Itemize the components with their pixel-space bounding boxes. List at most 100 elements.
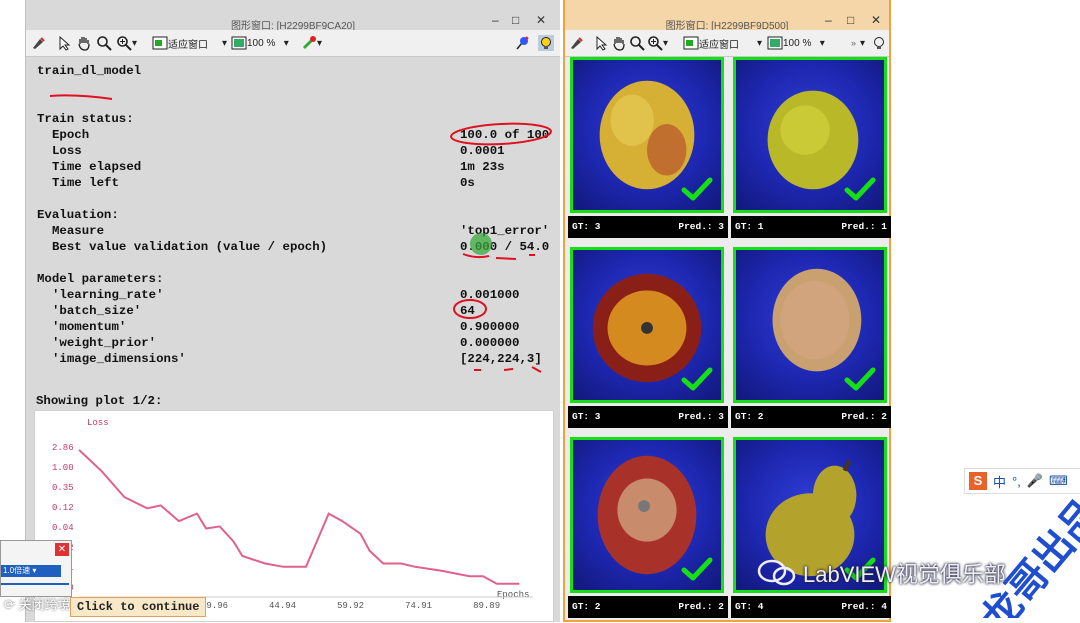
graphics-window-right: 图形窗口: [H2299BF9D500] – □ ✕ ▾ 适应窗口 ▾ 100 … xyxy=(563,0,891,622)
gallery-cell: GT: 1 Pred.: 1 xyxy=(731,55,892,243)
chevron-down-icon[interactable]: ▾ xyxy=(757,37,763,49)
sogou-icon[interactable]: S xyxy=(969,472,987,490)
maximize-button[interactable]: □ xyxy=(512,13,520,27)
y-tick-label: 0.35 xyxy=(52,483,74,493)
x-tick-label: 89.89 xyxy=(473,601,501,611)
y-tick-label: 1.00 xyxy=(52,463,74,473)
pred-label: Pred.: 2 xyxy=(678,601,724,612)
maximize-button[interactable]: □ xyxy=(847,13,855,27)
click-to-continue-button[interactable]: Click to continue xyxy=(70,597,207,617)
close-button[interactable]: ✕ xyxy=(536,13,547,27)
zoom-select[interactable]: 100 % ▾ xyxy=(767,34,825,52)
best-value-label: Best value validation (value / epoch) xyxy=(52,240,328,254)
plot-title: Loss xyxy=(87,418,109,428)
zoom-in-icon[interactable]: ▾ xyxy=(647,34,668,52)
keyboard-icon[interactable]: ⌨ xyxy=(1049,473,1068,488)
lightbulb-icon[interactable] xyxy=(538,34,554,52)
popup-text: 关闭跨境 xyxy=(18,597,71,612)
loss-value: 0.0001 xyxy=(460,144,505,158)
gallery-cell: GT: 3 Pred.: 3 xyxy=(568,245,729,433)
lr-value: 0.001000 xyxy=(460,288,520,302)
brush-icon[interactable] xyxy=(31,34,47,52)
magnifier-icon[interactable] xyxy=(96,34,112,52)
minimize-button[interactable]: – xyxy=(492,13,499,27)
overflow-icon[interactable]: » xyxy=(851,38,857,48)
image-dims-value: [224,224,3] xyxy=(460,352,542,366)
loss-plot: Loss Epochs 2.861.000.350.120.040.020.01… xyxy=(34,410,554,622)
title-bar: 图形窗口: [H2299BF9CA20] – □ ✕ xyxy=(26,0,560,32)
refresh-icon: ⟳ xyxy=(4,597,15,612)
pear-long-image xyxy=(765,459,857,577)
fruit-image xyxy=(570,57,724,213)
gt-label: GT: 4 xyxy=(735,601,764,612)
fit-window-button[interactable]: 适应窗口 xyxy=(152,34,208,52)
chevron-down-icon[interactable]: ▾ xyxy=(860,37,866,49)
heading: train_dl_model xyxy=(37,64,142,78)
zoom-select[interactable]: 100 % ▾ xyxy=(231,34,289,52)
fit-window-button[interactable]: 适应窗口 xyxy=(683,34,739,52)
checkmark-icon xyxy=(681,557,713,581)
prediction-label-bar: GT: 1 Pred.: 1 xyxy=(731,216,891,238)
hand-icon[interactable] xyxy=(611,34,627,52)
loss-chart-svg xyxy=(78,449,533,598)
gallery-cell: GT: 2 Pred.: 2 xyxy=(731,245,892,433)
pointer-icon[interactable] xyxy=(56,34,72,52)
magnifier-icon[interactable] xyxy=(629,34,645,52)
fruit-image xyxy=(570,437,724,593)
checkmark-icon xyxy=(844,177,876,201)
checkmark-icon xyxy=(681,367,713,391)
params-header: Model parameters: xyxy=(37,272,164,286)
fruit-image xyxy=(733,57,887,213)
x-tick-label: 44.94 xyxy=(269,601,297,611)
speed-popup: ✕ 1.0倍速 ▾ xyxy=(0,540,72,597)
apple-pink-image xyxy=(772,268,862,372)
divider xyxy=(1,583,69,585)
color-picker-icon[interactable]: ▾ xyxy=(301,34,322,52)
window-title-right: 图形窗口: [H2299BF9D500] xyxy=(665,21,789,32)
minimize-button[interactable]: – xyxy=(825,13,832,27)
gt-label: GT: 3 xyxy=(572,221,601,232)
epoch-label: Epoch xyxy=(52,128,90,142)
time-left-label: Time left xyxy=(52,176,119,190)
close-button[interactable]: ✕ xyxy=(871,13,882,27)
y-tick-label: 0.04 xyxy=(52,523,74,533)
epoch-value: 100.0 of 100 xyxy=(460,128,550,142)
pointer-icon[interactable] xyxy=(593,34,609,52)
ime-toolbar[interactable]: S 中 °, 🎤 ⌨ xyxy=(964,468,1080,494)
pin-icon[interactable] xyxy=(514,34,530,52)
microphone-icon[interactable]: 🎤 xyxy=(1026,473,1044,488)
train-status-header: Train status: xyxy=(37,112,134,126)
graphics-window-left: 图形窗口: [H2299BF9CA20] – □ ✕ ▾ 适应窗口 ▾ 100 … xyxy=(25,0,560,622)
checkmark-icon xyxy=(844,367,876,391)
lightbulb-icon[interactable] xyxy=(871,34,887,52)
punctuation-icon[interactable]: °, xyxy=(1012,473,1021,489)
stamp-watermark: 龙哥出品 xyxy=(972,490,1080,618)
weight-prior-value: 0.000000 xyxy=(460,336,520,350)
checkmark-icon xyxy=(844,557,876,581)
fit-window-label: 适应窗口 xyxy=(699,39,739,51)
y-tick-label: 0.12 xyxy=(52,503,74,513)
fruit-image xyxy=(733,247,887,403)
wechat-text: LabVIEW视觉俱乐部 xyxy=(803,562,1006,587)
brush-icon[interactable] xyxy=(569,34,585,52)
apple-yellow-image xyxy=(599,80,695,190)
title-bar-right: 图形窗口: [H2299BF9D500] – □ ✕ xyxy=(565,0,889,32)
batch-size-value: 64 xyxy=(460,304,475,318)
toolbar-right: ▾ 适应窗口 ▾ 100 % ▾ » ▾ xyxy=(565,30,889,57)
close-icon[interactable]: ✕ xyxy=(55,543,69,556)
wechat-icon xyxy=(757,559,796,586)
gt-label: GT: 2 xyxy=(572,601,601,612)
hand-icon[interactable] xyxy=(76,34,92,52)
prediction-label-bar: GT: 3 Pred.: 3 xyxy=(568,406,728,428)
x-tick-label: 59.92 xyxy=(337,601,365,611)
zoom-in-icon[interactable]: ▾ xyxy=(116,34,137,52)
chevron-down-icon[interactable]: ▾ xyxy=(222,37,228,49)
speed-label: 1.0倍速 xyxy=(3,566,31,575)
measure-label: Measure xyxy=(52,224,105,238)
pred-label: Pred.: 1 xyxy=(841,221,887,232)
speed-select[interactable]: 1.0倍速 ▾ xyxy=(1,565,61,577)
fruit-image xyxy=(570,247,724,403)
ime-mode[interactable]: 中 xyxy=(993,474,1007,490)
fit-window-label: 适应窗口 xyxy=(168,39,208,51)
pred-label: Pred.: 3 xyxy=(678,221,724,232)
